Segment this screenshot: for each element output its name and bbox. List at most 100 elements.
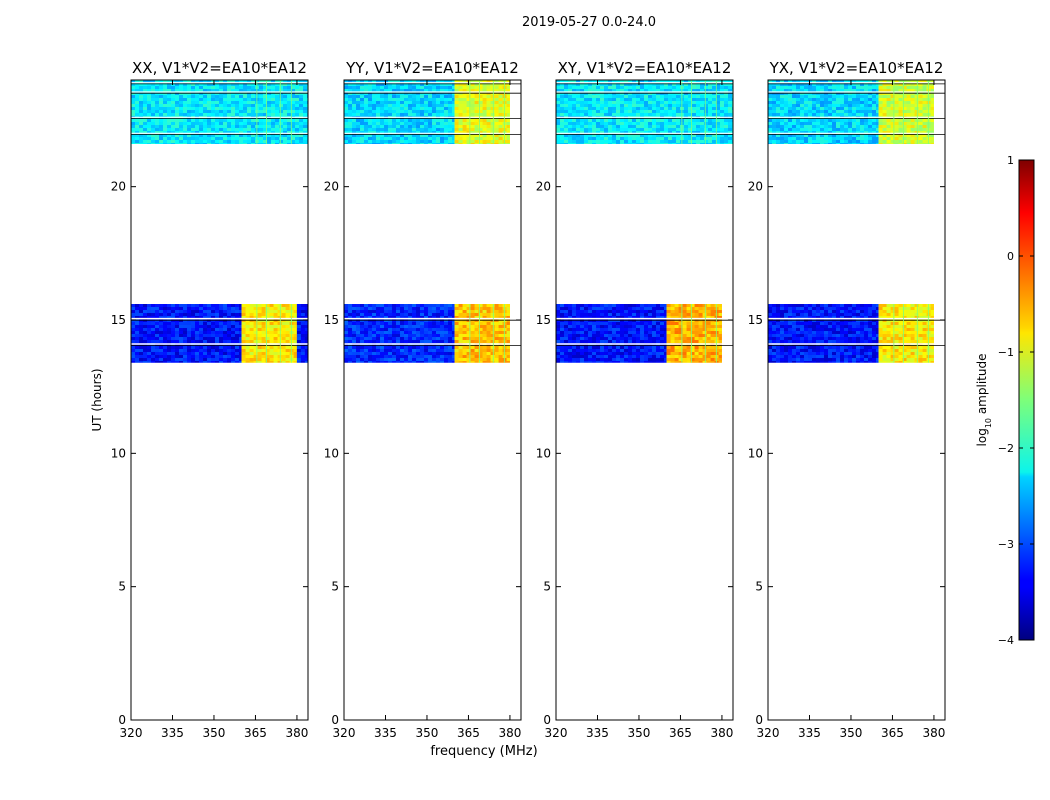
heatmap-cell [265,316,270,319]
heatmap-cell [299,89,303,92]
heatmap-cell [203,340,207,343]
heatmap-cell [506,143,510,144]
heatmap-cell [416,358,420,361]
heatmap-cell [348,113,352,116]
heatmap-cell [474,137,479,140]
heatmap-cell [428,352,432,355]
heatmap-cell [243,113,247,116]
heatmap-cell [576,313,580,316]
heatmap-cell [344,310,348,313]
heatmap-cell [636,134,640,137]
heatmap-cell [175,113,179,116]
heatmap-cell [462,322,467,325]
heatmap-cell [454,322,459,325]
heatmap-cell [175,349,179,352]
heatmap-cell [171,349,175,352]
heatmap-cell [299,83,303,86]
heatmap-cell [271,131,275,134]
heatmap-cell [664,313,667,316]
heatmap-cell [420,83,424,86]
heatmap-cell [506,349,510,352]
heatmap-cell [296,316,301,319]
heatmap-cell [416,86,420,89]
heatmap-cell [700,98,704,101]
heatmap-cell [412,325,416,328]
heatmap-cell [708,140,712,143]
heatmap-cell [572,140,576,143]
heatmap-cell [295,95,299,98]
heatmap-cell [584,310,588,313]
heatmap-cell [277,337,282,340]
heatmap-cell [400,125,404,128]
heatmap-cell [392,316,396,319]
heatmap-cell [239,358,242,361]
heatmap-cell [344,316,348,319]
heatmap-cell [380,131,384,134]
heatmap-cell [454,80,459,83]
heatmap-cell [187,328,191,331]
heatmap-cell [241,325,246,328]
heatmap-cell [636,80,640,83]
heatmap-cell [348,328,352,331]
heatmap-cell [568,86,572,89]
heatmap-cell [568,98,572,101]
heatmap-cell [179,307,183,310]
heatmap-cell [428,140,432,143]
heatmap-cell [490,322,495,325]
heatmap-cell [279,131,283,134]
heatmap-cell [404,128,408,131]
heatmap-cell [263,89,267,92]
heatmap-cell [155,328,159,331]
heatmap-cell [700,122,704,125]
heatmap-cell [660,140,664,143]
heatmap-cell [506,86,510,89]
heatmap-cell [454,131,459,134]
heatmap-cell [436,355,440,358]
heatmap-cell [688,80,692,83]
heatmap-cell [376,134,380,137]
heatmap-cell [620,104,624,107]
heatmap-cell [400,119,404,122]
heatmap-cell [293,334,297,337]
heatmap-cell [271,143,275,144]
heatmap-cell [267,104,271,107]
heatmap-cell [239,355,242,358]
heatmap-cell [344,313,348,316]
heatmap-cell [372,80,376,83]
heatmap-cell [155,128,159,131]
heatmap-cell [159,331,163,334]
heatmap-cell [486,304,491,307]
heatmap-cell [364,113,368,116]
heatmap-cell [466,125,471,128]
heatmap-cell [640,113,644,116]
heatmap-cell [348,104,352,107]
heatmap-cell [596,140,600,143]
heatmap-cell [299,95,303,98]
heatmap-cell [300,310,305,313]
heatmap-cell [285,346,290,349]
heatmap-cell [668,101,672,104]
heatmap-cell [494,107,499,110]
heatmap-cell [183,358,187,361]
heatmap-cell [384,361,388,363]
heatmap-cell [404,143,408,144]
heatmap-cell [408,86,412,89]
heatmap-cell [416,322,420,325]
heatmap-cell [636,304,640,307]
heatmap-cell [384,349,388,352]
heatmap-cell [396,316,400,319]
heatmap-cell [604,104,608,107]
heatmap-cell [265,358,270,361]
heatmap-cell [263,113,267,116]
heatmap-cell [412,358,416,361]
heatmap-cell [195,358,199,361]
heatmap-cell [207,334,211,337]
heatmap-cell [708,110,712,113]
heatmap-cell [462,325,467,328]
heatmap-cell [656,140,660,143]
heatmap-cell [412,104,416,107]
heatmap-cell [299,104,303,107]
heatmap-cell [432,125,436,128]
heatmap-cell [241,304,246,307]
heatmap-cell [720,89,724,92]
